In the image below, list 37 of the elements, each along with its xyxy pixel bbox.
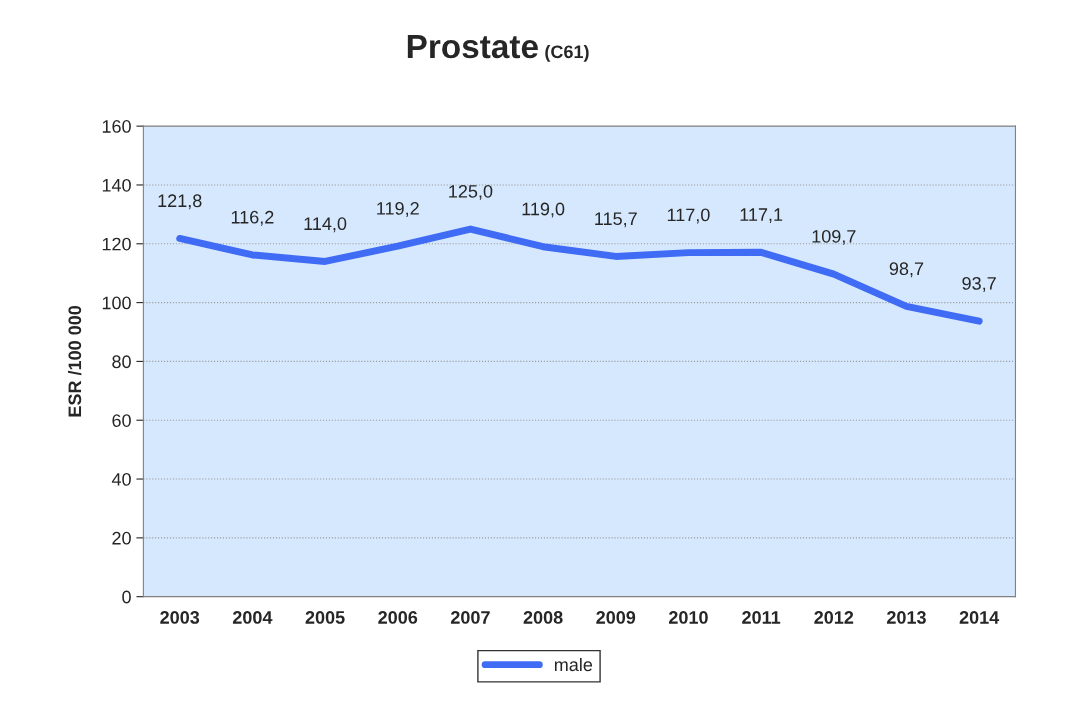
data-label: 125,0 <box>449 184 493 200</box>
data-label: 121,8 <box>158 194 202 210</box>
x-tick-label: 2008 <box>523 611 563 624</box>
x-tick-label: 2009 <box>596 611 636 624</box>
y-tick-label: 120 <box>102 237 131 251</box>
x-tick-label: 2014 <box>959 611 1000 624</box>
y-tick-label: 40 <box>111 472 131 486</box>
y-tick-label: 20 <box>112 531 131 545</box>
x-tick-label: 2004 <box>232 611 273 624</box>
data-label: 98,7 <box>889 262 924 278</box>
data-label: 93,7 <box>962 276 996 292</box>
data-label: 119,2 <box>377 202 419 217</box>
data-label: 114,0 <box>304 217 347 233</box>
y-tick-label: 60 <box>112 414 131 427</box>
data-label: 109,7 <box>812 229 856 245</box>
chart-title: Prostate <box>407 35 538 59</box>
x-tick-label: 2012 <box>814 611 854 624</box>
data-label: 115,7 <box>595 212 637 228</box>
legend-label: male <box>554 657 593 672</box>
y-tick-label: 80 <box>112 355 131 369</box>
data-label: 117,1 <box>740 208 783 224</box>
y-tick-label: 140 <box>102 178 131 192</box>
data-label: 116,2 <box>231 210 274 226</box>
x-tick-label: 2011 <box>742 611 781 624</box>
data-label: 119,0 <box>522 202 565 218</box>
y-tick-label: 0 <box>122 590 131 604</box>
x-tick-label: 2003 <box>160 611 200 624</box>
y-axis-title: ESR /100 000 <box>67 305 82 417</box>
x-tick-label: 2007 <box>450 611 490 624</box>
y-tick-label: 160 <box>102 120 131 133</box>
x-tick-label: 2005 <box>305 611 345 624</box>
x-tick-label: 2013 <box>887 611 926 624</box>
y-tick-label: 100 <box>102 296 131 310</box>
x-tick-label: 2006 <box>378 611 418 624</box>
chart-subtitle: (C61) <box>545 44 589 62</box>
x-tick-label: 2010 <box>668 611 708 624</box>
data-label: 117,0 <box>667 208 710 224</box>
